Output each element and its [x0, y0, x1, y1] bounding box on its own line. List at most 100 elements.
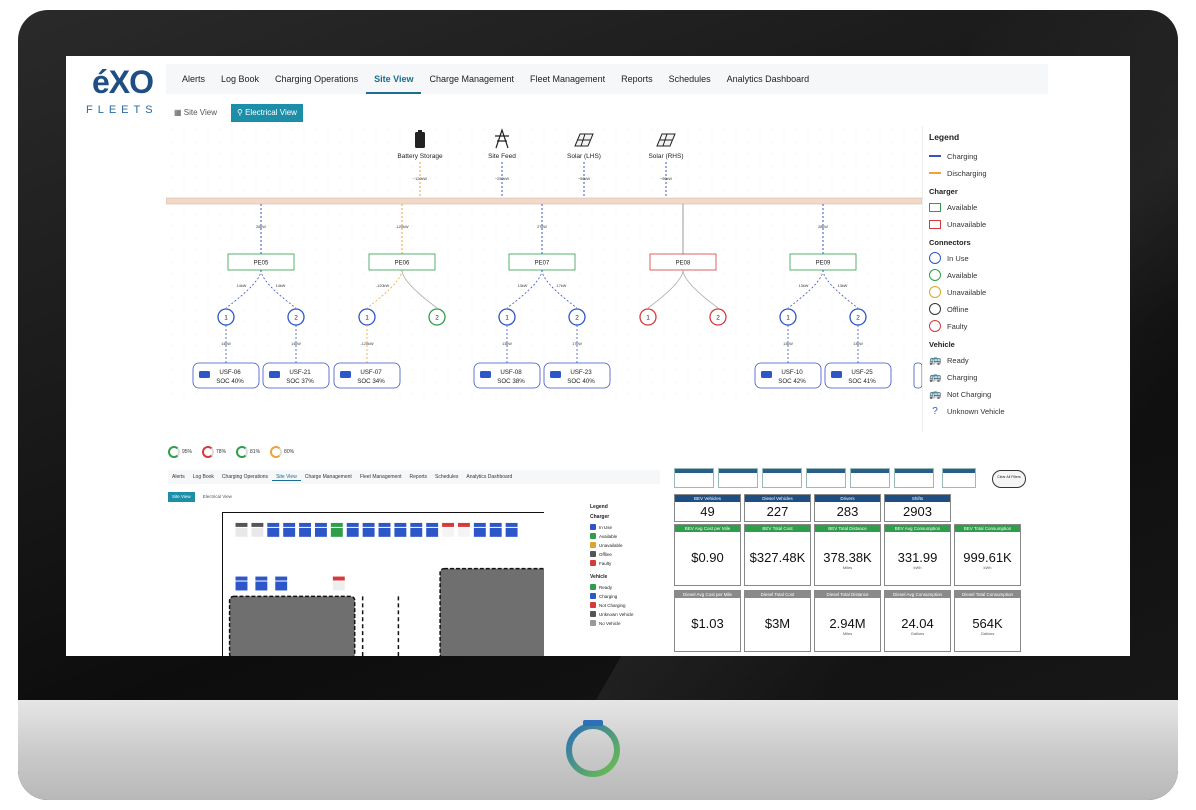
tab-fleet-management[interactable]: Fleet Management [530, 74, 606, 84]
tab-site-view[interactable]: ▦ Site View [168, 104, 223, 122]
charging-bay[interactable] [267, 522, 280, 537]
preview-tab-charging-operations[interactable]: Charging Operations [221, 474, 269, 480]
tab-reports[interactable]: Reports [621, 74, 653, 84]
filter-dropdown[interactable] [674, 468, 714, 488]
filter-dropdown[interactable] [718, 468, 758, 488]
connector-pe06-2[interactable]: 2 [428, 308, 446, 326]
grid-dot [411, 141, 413, 143]
filter-dropdown[interactable] [806, 468, 846, 488]
connector-pe07-1[interactable]: 1 [498, 308, 516, 326]
charging-bay[interactable] [378, 522, 391, 537]
preview-tab-analytics-dashboard[interactable]: Analytics Dashboard [466, 474, 513, 480]
kpi-shifts[interactable]: Shifts 2903 [884, 494, 951, 522]
grid-dot [375, 333, 377, 335]
charging-bay[interactable] [235, 576, 248, 591]
preview-tab-site-view[interactable]: Site View [272, 474, 301, 481]
charging-bay[interactable] [314, 522, 327, 537]
connector-pe07-2[interactable]: 2 [568, 308, 586, 326]
tab-electrical-view[interactable]: ⚲ Electrical View [230, 104, 303, 122]
charging-bay[interactable] [457, 522, 470, 537]
kpi-diesel-total-consumption[interactable]: Diesel Total Consumption 564K Gallons [954, 590, 1021, 652]
charging-bay[interactable] [332, 576, 345, 591]
clear-filters-button[interactable]: Clear All Filters [992, 470, 1026, 488]
tab-log-book[interactable]: Log Book [221, 74, 260, 84]
charging-bay[interactable] [275, 576, 288, 591]
kpi-bev-avg-cost-per-mile[interactable]: BEV Avg Cost per Mile $0.90 [674, 524, 741, 586]
connector-pe09-1[interactable]: 1 [779, 308, 797, 326]
grid-dot [495, 189, 497, 191]
filter-dropdown[interactable] [942, 468, 976, 488]
tab-charging-operations[interactable]: Charging Operations [275, 74, 359, 84]
source-solar-lhs[interactable]: Solar (LHS)~50kW [567, 133, 601, 198]
charging-bay[interactable] [255, 576, 268, 591]
filter-dropdown[interactable] [762, 468, 802, 488]
kpi-bev-vehicles[interactable]: BEV Vehicles 49 [674, 494, 741, 522]
connector-pe08-2[interactable]: 2 [709, 308, 727, 326]
source-battery-storage[interactable]: Battery Storage~120kW [397, 130, 443, 198]
preview-subtab-electrical-view[interactable]: Electrical View [202, 494, 232, 499]
connector-pe08-1[interactable]: 1 [639, 308, 657, 326]
connector-pe06-1[interactable]: 1 [358, 308, 376, 326]
filter-dropdown[interactable] [894, 468, 934, 488]
power-button-icon[interactable] [563, 718, 623, 778]
grid-dot [855, 153, 857, 155]
charging-bay[interactable] [362, 522, 375, 537]
connector-pe05-1[interactable]: 1 [217, 308, 235, 326]
source-site-feed[interactable]: Site Feed~250kW [488, 128, 516, 198]
charging-bay[interactable] [505, 522, 518, 537]
kpi-drivers[interactable]: Drivers 283 [814, 494, 881, 522]
kpi-bev-avg-consumption[interactable]: BEV Avg Consumption 331.99 kWh [884, 524, 951, 586]
charging-bay[interactable] [283, 522, 296, 537]
kpi-bev-total-consumption[interactable]: BEV Total Consumption 999.61K kWh [954, 524, 1021, 586]
charging-bay[interactable] [251, 522, 264, 537]
tab-analytics-dashboard[interactable]: Analytics Dashboard [726, 74, 810, 84]
charging-bay[interactable] [394, 522, 407, 537]
tab-charge-management[interactable]: Charge Management [429, 74, 515, 84]
kpi-diesel-avg-consumption[interactable]: Diesel Avg Consumption 24.04 Gallons [884, 590, 951, 652]
charging-bay[interactable] [410, 522, 423, 537]
grid-dot [735, 153, 737, 155]
charging-bay[interactable] [426, 522, 439, 537]
preview-tab-fleet-management[interactable]: Fleet Management [359, 474, 402, 480]
kpi-diesel-avg-cost-per-mile[interactable]: Diesel Avg Cost per Mile $1.03 [674, 590, 741, 652]
connector-pe05-2[interactable]: 2 [287, 308, 305, 326]
kpi-diesel-vehicles[interactable]: Diesel Vehicles 227 [744, 494, 811, 522]
kpi-value: 2.94M [829, 616, 866, 631]
charging-bay[interactable] [235, 522, 248, 537]
tab-schedules[interactable]: Schedules [668, 74, 711, 84]
source-solar-rhs[interactable]: Solar (RHS)~50kW [648, 133, 684, 198]
preview-tab-reports[interactable]: Reports [409, 474, 428, 480]
kpi-bev-total-distance[interactable]: BEV Total Distance 378.38K Miles [814, 524, 881, 586]
kpi-bev-total-cost[interactable]: BEV Total Cost $327.48K [744, 524, 811, 586]
tab-alerts[interactable]: Alerts [182, 74, 206, 84]
charging-bay[interactable] [299, 522, 312, 537]
kpi-diesel-total-cost[interactable]: Diesel Total Cost $3M [744, 590, 811, 652]
preview-tab-schedules[interactable]: Schedules [435, 474, 459, 480]
kpi-diesel-total-distance[interactable]: Diesel Total Distance 2.94M Miles [814, 590, 881, 652]
charging-bay[interactable] [442, 522, 455, 537]
preview-tab-charge-management[interactable]: Charge Management [304, 474, 352, 480]
connector-pe09-2[interactable]: 2 [849, 308, 867, 326]
charging-bay[interactable] [346, 522, 359, 537]
preview-tab-alerts[interactable]: Alerts [172, 474, 185, 480]
preview-tab-log-book[interactable]: Log Book [192, 474, 214, 480]
preview-subtab-site-view[interactable]: Site View [168, 492, 195, 502]
charging-bay[interactable] [473, 522, 486, 537]
charging-bay[interactable] [330, 522, 343, 537]
tab-site-view[interactable]: Site View [366, 64, 422, 94]
grid-dot [687, 213, 689, 215]
charging-bay[interactable] [489, 522, 502, 537]
filter-dropdown[interactable] [850, 468, 890, 488]
